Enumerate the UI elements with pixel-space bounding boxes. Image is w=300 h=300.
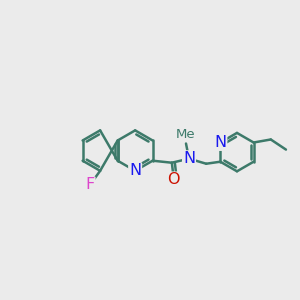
- Text: N: N: [183, 151, 195, 166]
- Text: N: N: [214, 135, 226, 150]
- Text: O: O: [168, 172, 180, 188]
- Text: N: N: [129, 163, 141, 178]
- Text: F: F: [85, 178, 95, 193]
- Text: Me: Me: [176, 128, 196, 141]
